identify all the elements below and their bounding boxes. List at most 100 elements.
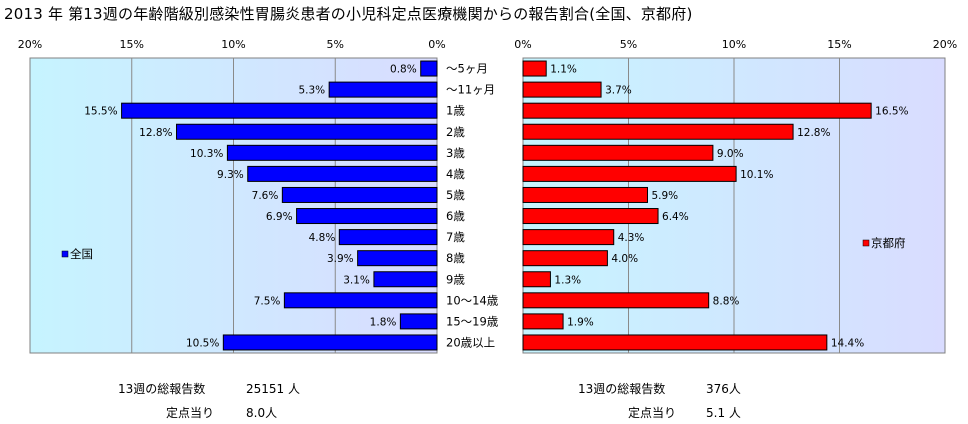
right-value-label: 10.1%	[740, 169, 773, 181]
left-total-value: 25151 人	[246, 382, 300, 396]
category-label: 2歳	[446, 125, 465, 139]
right-total-label: 13週の総報告数	[578, 382, 666, 396]
legend-right: 京都府	[862, 236, 906, 250]
left-value-label: 7.5%	[254, 295, 281, 307]
right-value-label: 1.3%	[554, 274, 581, 286]
left-value-label: 4.8%	[309, 232, 336, 244]
right-value-label: 12.8%	[797, 127, 830, 139]
category-label: 〜5ヶ月	[446, 62, 488, 76]
left-total-label: 13週の総報告数	[118, 382, 206, 396]
right-value-label: 16.5%	[875, 106, 908, 118]
left-tick-label: 5%	[327, 38, 344, 51]
right-bars	[522, 60, 872, 351]
left-value-label: 3.1%	[343, 274, 370, 286]
left-value-label: 9.3%	[217, 169, 244, 181]
right-bar	[522, 165, 737, 182]
left-tick-label: 20%	[18, 38, 42, 51]
left-tick-label: 15%	[120, 38, 144, 51]
category-label: 4歳	[446, 167, 465, 181]
category-label: 20歳以上	[446, 335, 495, 349]
right-bar	[522, 292, 710, 309]
right-tick-label: 5%	[620, 38, 637, 51]
right-per-value: 5.1 人	[706, 406, 741, 420]
right-value-labels: 1.1% 3.7% 16.5% 12.8% 9.0% 10.1% 5.9% 6.4% 4.3% 4…	[550, 64, 908, 350]
right-bar	[522, 123, 794, 140]
right-tick-label: 10%	[722, 38, 746, 51]
right-value-label: 3.7%	[605, 85, 632, 97]
left-bar	[373, 271, 438, 288]
left-value-label: 3.9%	[327, 253, 354, 265]
legend-left-swatch	[61, 250, 69, 258]
right-value-label: 14.4%	[831, 337, 864, 349]
right-value-label: 4.3%	[618, 232, 645, 244]
left-bar	[281, 186, 438, 203]
left-bar	[399, 313, 438, 330]
right-tick-label: 15%	[827, 38, 851, 51]
left-bar	[420, 60, 438, 77]
category-label: 3歳	[446, 146, 465, 160]
right-value-label: 1.1%	[550, 64, 577, 76]
left-value-label: 12.8%	[139, 127, 172, 139]
legend-left-label: 全国	[70, 247, 93, 261]
category-label: 7歳	[446, 230, 465, 244]
right-per-label: 定点当り	[628, 406, 677, 420]
left-bar	[247, 165, 438, 182]
left-bar	[222, 334, 438, 351]
right-bar	[522, 250, 608, 267]
right-value-label: 8.8%	[713, 295, 740, 307]
chart-title: 2013 年 第13週の年齢階級別感染性胃腸炎患者の小児科定点医療機関からの報告…	[4, 5, 693, 23]
category-label: 〜11ヶ月	[446, 83, 495, 97]
right-bar	[522, 81, 602, 98]
category-label: 10〜14歳	[446, 293, 499, 307]
left-value-label: 10.3%	[190, 148, 223, 160]
category-label: 1歳	[446, 104, 465, 118]
category-label: 15〜19歳	[446, 314, 499, 328]
right-total-value: 376人	[706, 382, 741, 396]
right-bar	[522, 271, 551, 288]
legend-right-label: 京都府	[871, 236, 906, 250]
right-bar	[522, 60, 547, 77]
category-label: 6歳	[446, 209, 465, 223]
left-bar	[296, 208, 438, 225]
category-label: 5歳	[446, 188, 465, 202]
legend-right-swatch	[862, 239, 870, 247]
right-bar	[522, 229, 615, 246]
category-label: 9歳	[446, 272, 465, 286]
right-bar	[522, 334, 828, 351]
category-label: 8歳	[446, 251, 465, 265]
right-bar	[522, 208, 659, 225]
left-tick-labels: 20% 15% 10% 5% 0%	[18, 38, 446, 51]
right-value-label: 1.9%	[567, 316, 594, 328]
right-value-label: 4.0%	[611, 253, 638, 265]
left-bar	[176, 123, 438, 140]
right-value-label: 5.9%	[651, 190, 678, 202]
right-tick-labels: 0% 5% 10% 15% 20%	[514, 38, 957, 51]
right-value-label: 6.4%	[662, 211, 689, 223]
left-value-label: 10.5%	[186, 337, 219, 349]
left-value-label: 5.3%	[298, 85, 325, 97]
left-tick-label: 10%	[221, 38, 245, 51]
left-bar	[357, 250, 438, 267]
right-bar	[522, 102, 872, 119]
right-bar	[522, 144, 714, 161]
left-per-label: 定点当り	[166, 406, 215, 420]
left-bar	[283, 292, 438, 309]
legend-left: 全国	[61, 247, 93, 261]
right-tick-label: 20%	[933, 38, 957, 51]
left-bar	[226, 144, 438, 161]
left-bar	[328, 81, 438, 98]
right-value-label: 9.0%	[717, 148, 744, 160]
left-value-label: 7.6%	[252, 190, 279, 202]
left-per-value: 8.0人	[246, 406, 278, 420]
left-value-labels: 0.8% 5.3% 15.5% 12.8% 10.3% 9.3% 7.6% 6.9% 4.8% 3…	[84, 64, 417, 350]
left-value-label: 15.5%	[84, 106, 117, 118]
left-value-label: 0.8%	[390, 64, 417, 76]
left-bar	[338, 229, 438, 246]
left-bar	[121, 102, 438, 119]
left-value-label: 6.9%	[266, 211, 293, 223]
left-tick-label: 0%	[428, 38, 445, 51]
right-tick-label: 0%	[514, 38, 531, 51]
right-bar	[522, 313, 564, 330]
left-bars	[121, 60, 438, 351]
